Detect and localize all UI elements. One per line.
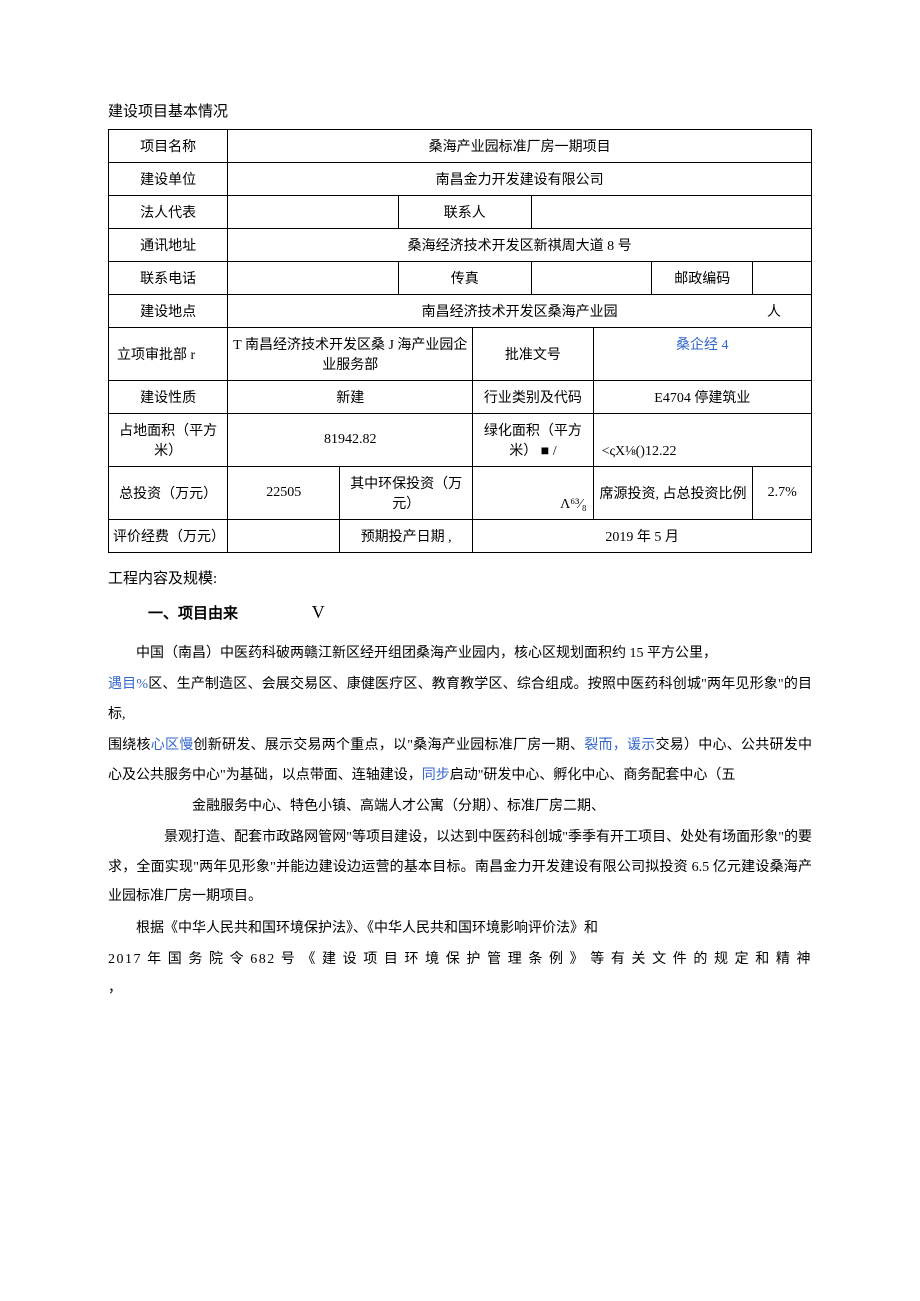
cell-label: 建设地点 (109, 295, 228, 328)
subsection-heading: 一、项目由来 V (148, 602, 812, 623)
cell-label: 法人代表 (109, 196, 228, 229)
cell-value (228, 520, 340, 553)
paragraph: 根据《中华人民共和国环境保护法》、《中华人民共和国环境影响评价法》和 (108, 914, 812, 943)
cell-value: Λ⁶³⁄₈ (473, 467, 593, 520)
cell-value: 2.7% (753, 467, 812, 520)
cell-label: 总投资（万元） (109, 467, 228, 520)
cell-label: 绿化面积（平方米） ■ / (473, 414, 593, 467)
decorative-v: V (312, 602, 325, 623)
text-run: 2017 年 国 务 院 令 682 号 《 建 设 项 目 环 境 保 护 管… (108, 952, 812, 996)
cell-label: 行业类别及代码 (473, 381, 593, 414)
text-run: 区、生产制造区、会展交易区、康健医疗区、教育教学区、综合组成。按照中医药科创城"… (108, 677, 812, 721)
table-row: 建设地点 南昌经济技术开发区桑海产业园 人 (109, 295, 812, 328)
cell-label: 其中环保投资（万元） (340, 467, 473, 520)
cell-value: 桑企经 4 (593, 328, 811, 381)
table-row: 法人代表 联系人 (109, 196, 812, 229)
paragraph: 金融服务中心、特色小镇、高端人才公寓（分期）、标准厂房二期、 (108, 792, 812, 821)
cell-label: 联系人 (398, 196, 531, 229)
table-row: 立项审批部 r T 南昌经济技术开发区桑 J 海产业园企业服务部 批准文号 桑企… (109, 328, 812, 381)
cell-label: 联系电话 (109, 262, 228, 295)
paragraph: 2017 年 国 务 院 令 682 号 《 建 设 项 目 环 境 保 护 管… (108, 945, 812, 1004)
section-title: 工程内容及规模: (108, 567, 812, 588)
subsection-label: 一、项目由来 (148, 606, 238, 622)
cell-value: 南昌金力开发建设有限公司 (228, 163, 812, 196)
cell-value: 2019 年 5 月 (473, 520, 812, 553)
cell-label: 传真 (398, 262, 531, 295)
cell-value (531, 262, 651, 295)
blue-text-run: 裂而，谖示 (584, 738, 655, 753)
cell-value: 新建 (228, 381, 473, 414)
cell-label: 占地面积（平方米） (109, 414, 228, 467)
cell-value: T 南昌经济技术开发区桑 J 海产业园企业服务部 (228, 328, 473, 381)
text-run: 金融服务中心、特色小镇、高端人才公寓（分期）、标准厂房二期、 (192, 799, 605, 814)
cell-text: 南昌经济技术开发区桑海产业园 (422, 305, 618, 320)
table-row: 评价经费（万元） 预期投产日期 , 2019 年 5 月 (109, 520, 812, 553)
cell-value: 桑海经济技术开发区新祺周大道 8 号 (228, 229, 812, 262)
cell-value (228, 262, 398, 295)
paragraph: 遇目%区、生产制造区、会展交易区、康健医疗区、教育教学区、综合组成。按照中医药科… (108, 670, 812, 729)
text-run: 创新研发、展示交易两个重点，以"桑海产业园标准厂房一期、 (194, 738, 585, 753)
paragraph: 景观打造、配套市政路网管网"等项目建设，以达到中医药科创城"季季有开工项目、处处… (108, 823, 812, 911)
table-row: 占地面积（平方米） 81942.82 绿化面积（平方米） ■ / <ςX⅛()1… (109, 414, 812, 467)
cell-label: 建设性质 (109, 381, 228, 414)
cell-blue-text: 桑企经 4 (676, 338, 729, 353)
cell-value: <ςX⅛()12.22 (593, 414, 811, 467)
body-text: 中国（南昌）中医药科破两赣江新区经开组团桑海产业园内，核心区规划面积约 15 平… (108, 639, 812, 1004)
text-run: 根据《中华人民共和国环境保护法》、《中华人民共和国环境影响评价法》和 (136, 921, 598, 936)
text-run: 启动"研发中心、孵化中心、商务配套中心（五 (450, 768, 736, 783)
info-table: 项目名称 桑海产业园标准厂房一期项目 建设单位 南昌金力开发建设有限公司 法人代… (108, 129, 812, 553)
cell-value: E4704 停建筑业 (593, 381, 811, 414)
paragraph: 围绕核心区慢创新研发、展示交易两个重点，以"桑海产业园标准厂房一期、裂而，谖示交… (108, 731, 812, 790)
table-row: 建设性质 新建 行业类别及代码 E4704 停建筑业 (109, 381, 812, 414)
cell-value (753, 262, 812, 295)
text-run: 围绕核 (108, 738, 151, 753)
cell-value: 81942.82 (228, 414, 473, 467)
paragraph: 中国（南昌）中医药科破两赣江新区经开组团桑海产业园内，核心区规划面积约 15 平… (108, 639, 812, 668)
table-row: 建设单位 南昌金力开发建设有限公司 (109, 163, 812, 196)
cell-label: 批准文号 (473, 328, 593, 381)
cell-label: 建设单位 (109, 163, 228, 196)
cell-label: 邮政编码 (652, 262, 753, 295)
cell-value: 南昌经济技术开发区桑海产业园 人 (228, 295, 812, 328)
table-row: 项目名称 桑海产业园标准厂房一期项目 (109, 130, 812, 163)
cell-label: 立项审批部 r (109, 328, 228, 381)
cell-label: 预期投产日期 , (340, 520, 473, 553)
blue-text-run: 同步 (422, 768, 450, 783)
cell-value (531, 196, 811, 229)
cell-label: 席源投资, 占总投资比例 (593, 467, 753, 520)
table-row: 联系电话 传真 邮政编码 (109, 262, 812, 295)
table-row: 总投资（万元） 22505 其中环保投资（万元） Λ⁶³⁄₈ 席源投资, 占总投… (109, 467, 812, 520)
table-row: 通讯地址 桑海经济技术开发区新祺周大道 8 号 (109, 229, 812, 262)
cell-value: 22505 (228, 467, 340, 520)
cell-label: 通讯地址 (109, 229, 228, 262)
cell-value (228, 196, 398, 229)
text-run: 中国（南昌）中医药科破两赣江新区经开组团桑海产业园内，核心区规划面积约 15 平… (136, 646, 717, 661)
text-run: 景观打造、配套市政路网管网"等项目建设，以达到中医药科创城"季季有开工项目、处处… (108, 830, 812, 904)
cell-label: 评价经费（万元） (109, 520, 228, 553)
cell-value: 桑海产业园标准厂房一期项目 (228, 130, 812, 163)
blue-text-run: 心区慢 (151, 738, 194, 753)
page-title: 建设项目基本情况 (108, 100, 812, 121)
cell-label: 项目名称 (109, 130, 228, 163)
blue-text-run: 遇目% (108, 677, 148, 692)
cell-suffix: 人 (767, 301, 781, 321)
